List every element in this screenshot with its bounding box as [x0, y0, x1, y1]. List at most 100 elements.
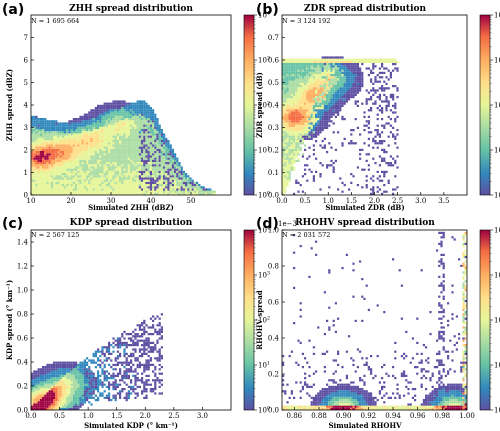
- density-cell: [337, 69, 340, 72]
- density-cell: [293, 131, 296, 134]
- density-cell: [286, 131, 289, 134]
- density-cell: [354, 69, 357, 72]
- density-cell: [50, 184, 53, 187]
- density-cell: [317, 65, 320, 68]
- density-cell: [299, 148, 302, 151]
- density-cell: [141, 192, 144, 195]
- density-cell: [319, 144, 322, 147]
- density-cell: [317, 60, 320, 63]
- density-cell: [88, 394, 91, 397]
- density-cell: [136, 129, 139, 132]
- density-cell: [64, 390, 67, 393]
- density-cell: [308, 109, 311, 112]
- density-cell: [158, 133, 161, 136]
- density-cell: [354, 78, 357, 81]
- density-cell: [304, 168, 307, 171]
- density-cell: [108, 157, 111, 160]
- density-cell: [90, 137, 93, 140]
- density-cell: [112, 190, 115, 193]
- density-cell: [365, 186, 368, 189]
- density-cell: [295, 179, 298, 182]
- density-cell: [306, 91, 309, 94]
- density-cell: [35, 118, 38, 121]
- density-cell: [99, 192, 102, 195]
- density-cell: [105, 357, 108, 360]
- density-cell: [293, 168, 296, 171]
- density-cell: [68, 399, 71, 402]
- density-cell: [383, 159, 386, 162]
- density-cell: [330, 115, 333, 118]
- density-cell: [367, 67, 370, 70]
- density-cell: [81, 118, 84, 121]
- density-cell: [167, 164, 170, 167]
- density-cell: [134, 188, 137, 191]
- density-cell: [110, 107, 113, 110]
- density-cell: [145, 142, 148, 145]
- density-cell: [293, 58, 296, 61]
- density-cell: [392, 96, 395, 99]
- density-cell: [154, 124, 157, 127]
- density-cell: [94, 135, 97, 138]
- density-cell: [64, 135, 67, 138]
- density-cell: [64, 377, 67, 380]
- density-cell: [356, 65, 359, 68]
- density-cell: [70, 155, 73, 158]
- density-cell: [123, 188, 126, 191]
- density-cell: [304, 164, 307, 167]
- density-cell: [165, 159, 168, 162]
- density-cell: [59, 190, 62, 193]
- density-cell: [339, 63, 342, 66]
- density-cell: [315, 80, 318, 83]
- density-cell: [167, 142, 170, 145]
- density-cell: [37, 164, 40, 167]
- density-cell: [326, 96, 329, 99]
- density-cell: [332, 74, 335, 77]
- density-cell: [103, 146, 106, 149]
- density-cell: [75, 157, 78, 160]
- density-cell: [385, 107, 388, 110]
- density-cell: [31, 394, 34, 397]
- density-cell: [55, 137, 58, 140]
- density-cell: [83, 399, 86, 402]
- density-cell: [77, 372, 80, 375]
- density-cell: [156, 170, 159, 173]
- density-cell: [31, 377, 34, 380]
- density-cell: [354, 118, 357, 121]
- density-cell: [55, 175, 58, 178]
- density-cell: [88, 175, 91, 178]
- density-cell: [299, 184, 302, 187]
- density-cell: [35, 140, 38, 143]
- density-cell: [86, 157, 89, 160]
- density-cell: [136, 118, 139, 121]
- density-cell: [108, 186, 111, 189]
- density-cell: [108, 115, 111, 118]
- density-cell: [202, 188, 205, 191]
- density-cell: [61, 381, 64, 384]
- density-cell: [75, 401, 78, 404]
- density-cell: [114, 115, 117, 118]
- density-cell: [337, 76, 340, 79]
- density-cell: [44, 133, 47, 136]
- density-cell: [158, 168, 161, 171]
- density-cell: [198, 190, 201, 193]
- density-cell: [171, 155, 174, 158]
- density-cell: [64, 403, 67, 406]
- density-cell: [301, 135, 304, 138]
- density-cell: [295, 60, 298, 63]
- density-cell: [88, 170, 91, 173]
- density-cell: [304, 137, 307, 140]
- density-cell: [304, 107, 307, 110]
- density-cell: [134, 177, 137, 180]
- density-cell: [83, 366, 86, 369]
- density-cell: [123, 162, 126, 165]
- density-cell: [132, 102, 135, 105]
- density-cell: [332, 67, 335, 70]
- density-cell: [77, 374, 80, 377]
- density-cell: [70, 177, 73, 180]
- density-cell: [180, 177, 183, 180]
- density-cell: [77, 129, 80, 132]
- density-cell: [48, 137, 51, 140]
- density-cell: [365, 102, 368, 105]
- density-cell: [72, 164, 75, 167]
- density-cell: [46, 120, 49, 123]
